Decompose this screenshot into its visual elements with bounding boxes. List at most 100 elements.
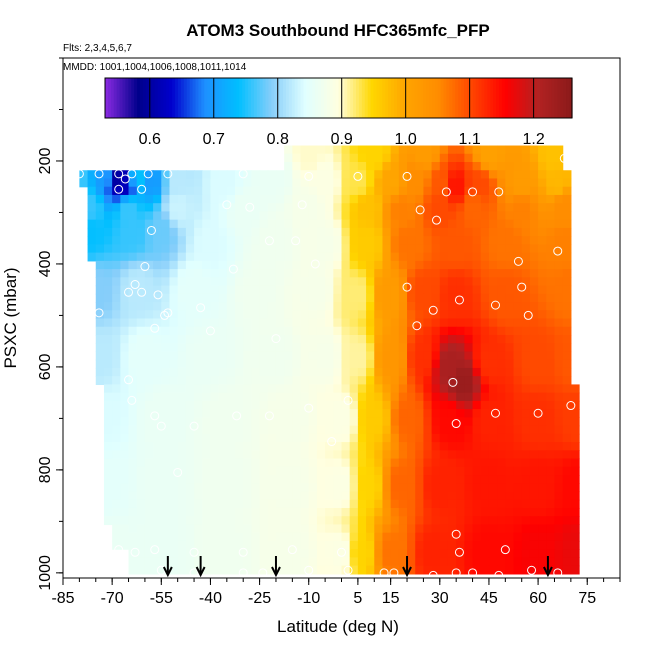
heatmap-cell [439,392,449,402]
heatmap-cell [136,343,146,353]
heatmap-cell [210,549,220,559]
heatmap-cell [407,244,416,254]
heatmap-cell [292,219,302,229]
heatmap-cell [218,194,228,204]
heatmap-cell [341,302,351,311]
heatmap-cell [407,359,416,369]
heatmap-cell [390,302,400,311]
heatmap-cell [456,162,465,171]
heatmap-cell [415,194,425,204]
heatmap-cell [128,532,138,542]
heatmap-cell [415,384,425,394]
observation-circle [232,411,242,421]
heatmap-cell [169,285,179,295]
heatmap-cell [251,499,261,509]
heatmap-cell [333,507,343,517]
heatmap-cell [357,293,367,303]
heatmap-cell [251,409,261,418]
heatmap-cell [554,277,564,287]
heatmap-cell [407,540,416,550]
heatmap-cell [382,293,392,303]
heatmap-cell [235,219,244,229]
heatmap-cell [218,359,228,369]
heatmap-cell [407,302,416,311]
heatmap-cell [243,203,252,213]
heatmap-cell [431,417,441,427]
heatmap-cell [431,277,441,287]
colorbar-segment [417,78,421,118]
heatmap-cell [153,376,162,386]
heatmap-cell [562,499,572,509]
heatmap-cell [415,540,425,550]
heatmap-cell [456,227,465,237]
heatmap-cell [275,417,285,427]
heatmap-cell [529,211,539,221]
heatmap-cell [112,466,121,476]
heatmap-cell [529,425,539,435]
heatmap-cell [529,351,539,361]
heatmap-cell [472,194,482,204]
heatmap-cell [292,269,302,278]
heatmap-cell [538,252,547,262]
heatmap-cell [308,269,318,278]
heatmap-cell [464,236,474,245]
heatmap-cell [136,466,146,476]
heatmap-cell [128,194,138,204]
heatmap-cell [275,277,285,287]
heatmap-cell [267,367,277,377]
heatmap-cell [464,499,474,509]
heatmap-cell [194,417,203,427]
heatmap-cell [554,326,564,336]
colorbar-segment [353,78,357,118]
heatmap-cell [390,334,400,344]
heatmap-cell [521,400,531,410]
heatmap-cell [292,516,302,526]
heatmap-cell [480,318,490,328]
heatmap-cell [259,318,269,328]
heatmap-cell [226,244,236,254]
heatmap-cell [275,318,285,328]
heatmap-cell [488,310,498,320]
heatmap-cell [308,466,318,476]
heatmap-cell [529,244,539,254]
heatmap-cell [316,549,326,559]
heatmap-cell [423,244,433,254]
heatmap-cell [447,400,457,410]
heatmap-cell [120,203,130,213]
heatmap-cell [243,194,252,204]
heatmap-cell [218,557,228,567]
heatmap-cell [407,162,416,171]
heatmap-cell [333,409,343,418]
heatmap-cell [333,516,343,526]
heatmap-cell [554,466,564,476]
heatmap-cell [210,236,220,245]
heatmap-cell [480,153,490,163]
heatmap-cell [546,359,556,369]
heatmap-cell [300,425,310,435]
heatmap-cell [333,334,343,344]
heatmap-cell [112,367,121,377]
heatmap-cell [447,376,457,386]
heatmap-cell [357,285,367,295]
heatmap-cell [382,260,392,270]
heatmap-cell [357,458,367,468]
observation-circle [432,215,442,225]
heatmap-cell [562,227,572,237]
heatmap-cell [562,491,572,501]
heatmap-cell [259,450,269,460]
heatmap-cell [366,409,375,418]
heatmap-cell [202,516,212,526]
heatmap-cell [570,565,580,575]
colorbar-segment [113,78,118,118]
colorbar-segment [274,78,278,118]
heatmap-cell [333,269,343,278]
heatmap-cell [341,475,351,484]
heatmap-cell [103,483,113,493]
heatmap-cell [210,499,220,509]
heatmap-cell [144,475,154,484]
heatmap-cell [472,475,482,484]
heatmap-cell [357,343,367,353]
heatmap-cell [562,203,572,213]
heatmap-cell [562,170,572,180]
heatmap-cell [407,310,416,320]
